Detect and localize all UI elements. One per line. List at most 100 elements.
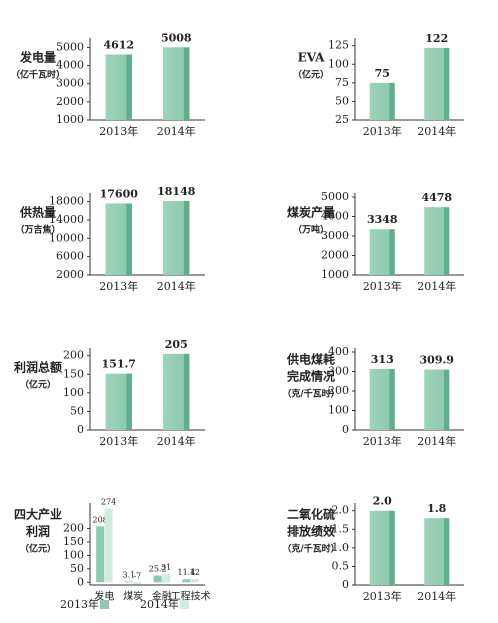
value-label: 17600 (100, 187, 139, 200)
bar (163, 200, 190, 275)
value-label: 12 (190, 568, 200, 577)
chart-title: 完成情况 (287, 369, 335, 384)
y-tick-label: 50 (70, 562, 84, 575)
value-label: 11.4 (177, 568, 195, 577)
unit-label: （克/千瓦时） (282, 543, 339, 555)
legend-swatch (180, 600, 189, 609)
x-tick-label: 2014年 (157, 434, 196, 448)
bar (190, 579, 199, 583)
legend-label: 2014年 (140, 597, 179, 611)
value-label: 4478 (421, 191, 452, 204)
bar (424, 369, 450, 430)
bar (163, 353, 190, 430)
y-tick-label: 1.0 (332, 541, 350, 554)
y-tick-label: 5000 (56, 40, 84, 53)
y-tick-label: 10000 (49, 231, 84, 244)
bar (424, 47, 450, 120)
y-tick-label: 50 (335, 94, 349, 107)
y-tick-label: 0 (77, 423, 84, 436)
value-label: 208 (93, 515, 108, 524)
y-tick-label: 0 (342, 578, 349, 591)
x-tick-label: 2014年 (417, 589, 456, 603)
unit-label: （克/千瓦时） (282, 388, 339, 400)
value-label: 122 (425, 32, 448, 45)
bar (424, 207, 450, 275)
bar (162, 573, 171, 583)
y-tick-label: 100 (63, 386, 84, 399)
chart-title: 发电量 (19, 50, 56, 65)
chart-title: 二氧化硫 (287, 507, 335, 522)
x-tick-label: 煤炭 (123, 590, 143, 603)
chart-title: 煤炭产量 (287, 205, 335, 220)
y-tick-label: 0 (77, 575, 84, 588)
x-tick-label: 2013年 (363, 124, 402, 138)
x-tick-label: 2013年 (99, 124, 138, 138)
x-tick-label: 2013年 (99, 279, 138, 293)
x-tick-label: 2014年 (417, 124, 456, 138)
y-tick-label: 4000 (56, 59, 84, 72)
chart-title: 利润总额 (14, 360, 62, 375)
chart-title: EVA (298, 51, 326, 65)
y-tick-label: 125 (328, 39, 349, 52)
x-tick-label: 2013年 (363, 279, 402, 293)
bar (105, 203, 132, 275)
x-tick-label: 发电 (94, 590, 114, 603)
y-tick-label: 200 (63, 522, 84, 535)
bar (133, 582, 142, 585)
bar (163, 47, 190, 120)
unit-label: （亿元） (293, 69, 329, 81)
unit-label: （亿元） (20, 543, 56, 555)
y-tick-label: 0 (342, 423, 349, 436)
y-tick-label: 150 (63, 367, 84, 380)
value-label: 25.2 (149, 565, 167, 574)
bar (104, 508, 113, 583)
y-tick-label: 3000 (56, 77, 84, 90)
bar (182, 579, 191, 583)
unit-label: （亿千瓦时） (11, 69, 65, 81)
value-label: 2.0 (373, 495, 392, 508)
x-tick-label: 2013年 (363, 434, 402, 448)
y-tick-label: 100 (328, 404, 349, 417)
chart-title: 四大产业 (14, 507, 62, 522)
unit-label: （亿元） (20, 379, 56, 391)
x-tick-label: 2014年 (417, 279, 456, 293)
x-tick-label: 2014年 (157, 124, 196, 138)
y-tick-label: 2000 (321, 249, 349, 262)
bar (124, 581, 133, 583)
x-tick-label: 工程技术 (171, 590, 211, 603)
y-tick-label: 14000 (49, 213, 84, 226)
y-tick-label: 50 (70, 404, 84, 417)
y-tick-label: 0.5 (332, 559, 350, 572)
y-tick-label: 2000 (56, 268, 84, 281)
unit-label: （万吉焦） (15, 224, 60, 236)
value-label: 5008 (161, 31, 192, 44)
value-label: 274 (101, 498, 116, 507)
bar (96, 526, 105, 583)
value-label: 151.7 (102, 358, 136, 371)
y-tick-label: 25 (335, 113, 349, 126)
x-tick-label: 金融 (152, 590, 172, 603)
bar (369, 82, 395, 120)
y-tick-label: 6000 (56, 250, 84, 263)
x-tick-label: 2013年 (99, 434, 138, 448)
bar (105, 373, 132, 430)
bar (105, 54, 132, 121)
value-label: 1.8 (427, 502, 446, 515)
y-tick-label: 200 (328, 384, 349, 397)
value-label: -7 (133, 571, 141, 580)
x-tick-label: 2014年 (157, 279, 196, 293)
y-tick-label: 100 (328, 57, 349, 70)
x-tick-label: 2014年 (417, 434, 456, 448)
value-label: 309.9 (420, 354, 454, 367)
legend-label: 2013年 (60, 597, 99, 611)
chart-title: 利润 (26, 524, 50, 539)
y-tick-label: 200 (63, 349, 84, 362)
value-label: 18148 (157, 185, 196, 198)
bar (369, 368, 395, 430)
y-tick-label: 1000 (56, 113, 84, 126)
bar (369, 510, 395, 585)
value-label: 4612 (103, 38, 134, 51)
chart-title: 供电煤耗 (286, 352, 335, 367)
y-tick-label: 18000 (49, 195, 84, 208)
